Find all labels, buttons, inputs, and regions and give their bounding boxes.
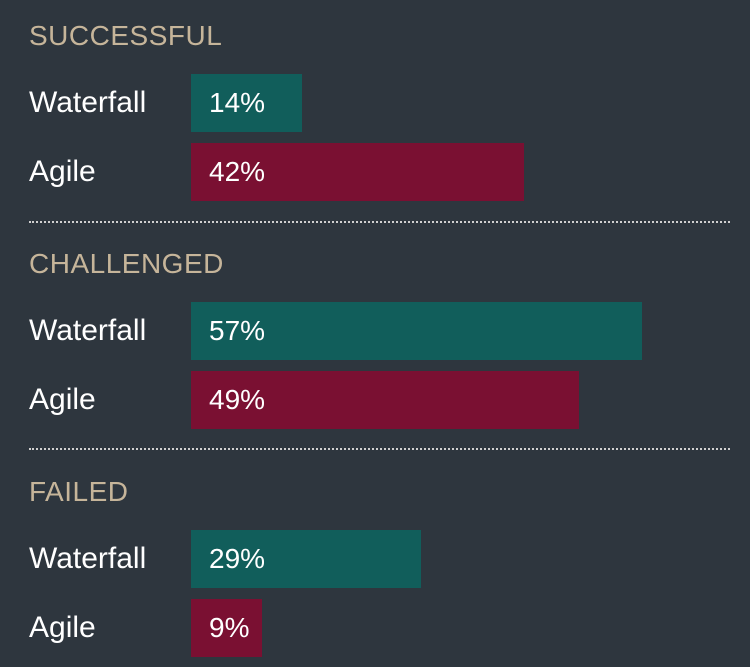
bar-row-agile: Agile 42% [0,143,750,201]
category-label: Agile [29,155,96,188]
bar-waterfall [191,74,302,132]
bar-waterfall [191,530,421,588]
section-failed: FAILED Waterfall 29% Agile 9% [0,476,750,666]
bar-agile [191,371,579,429]
bar-row-agile: Agile 49% [0,371,750,429]
section-divider [29,448,730,450]
data-label: 49% [209,384,266,415]
bar-waterfall [191,302,642,360]
bar-agile [191,599,262,657]
data-label: 57% [209,315,266,346]
bar-agile [191,143,524,201]
data-label: 29% [209,543,266,574]
category-label: Agile [29,611,96,644]
section-title: SUCCESSFUL [29,20,223,51]
bar-row-agile: Agile 9% [0,599,750,657]
category-label: Agile [29,383,96,416]
category-label: Waterfall [29,542,147,575]
section-challenged: CHALLENGED Waterfall 57% Agile 49% [0,248,750,438]
data-label: 14% [209,87,266,118]
category-label: Waterfall [29,86,147,119]
data-label: 9% [209,612,250,643]
section-title: CHALLENGED [29,248,224,279]
bar-row-waterfall: Waterfall 57% [0,302,750,360]
data-label: 42% [209,156,266,187]
section-successful: SUCCESSFUL Waterfall 14% Agile 42% [0,20,750,210]
section-divider [29,221,730,223]
bar-row-waterfall: Waterfall 29% [0,530,750,588]
section-title: FAILED [29,476,129,507]
category-label: Waterfall [29,314,147,347]
bar-row-waterfall: Waterfall 14% [0,74,750,132]
